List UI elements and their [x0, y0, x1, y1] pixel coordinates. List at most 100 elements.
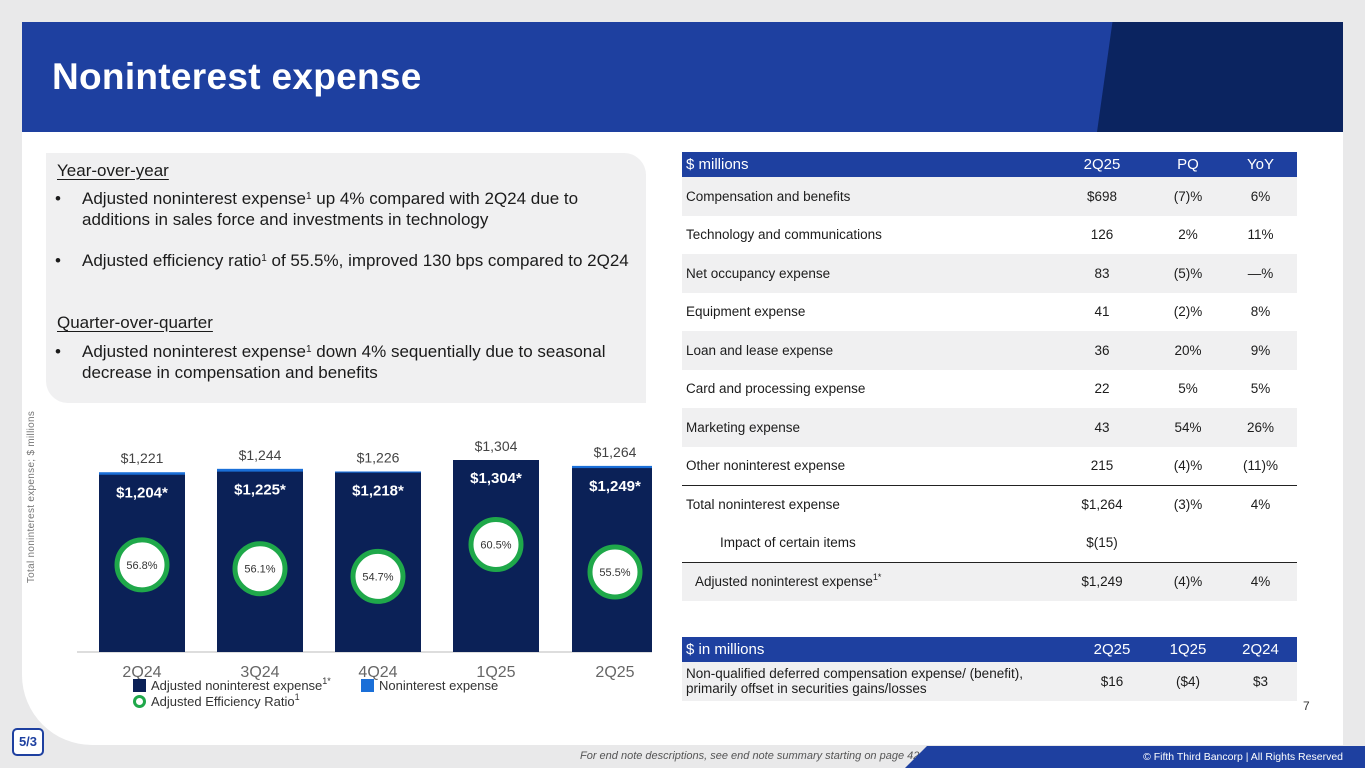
fifth-third-logo: 5/3	[12, 728, 44, 756]
footnote-sup: 1*	[322, 676, 331, 686]
table-header: $ in millions	[682, 637, 1072, 662]
table-cell: (4)%	[1152, 561, 1224, 601]
table-cell: (3)%	[1152, 484, 1224, 524]
table-cell: $(15)	[1086, 535, 1118, 550]
table-cell	[1224, 524, 1297, 563]
table-cell: $1,249	[1052, 561, 1152, 601]
table-header: $ millions	[682, 152, 1052, 177]
table-header: 1Q25	[1152, 637, 1224, 662]
table-cell: 2%	[1178, 227, 1198, 243]
bullet-dot: •	[55, 189, 61, 208]
bullet-text: Adjusted efficiency ratio	[82, 251, 262, 270]
total-value-label: $1,221	[121, 450, 164, 466]
table-cell: Marketing expense	[682, 408, 1052, 447]
table-cell: 26%	[1224, 408, 1297, 447]
table-cell: Impact of certain items	[720, 535, 856, 550]
legend-label: Adjusted Efficiency Ratio	[151, 694, 295, 709]
table-cell: 6%	[1224, 177, 1297, 216]
table-row: Non-qualified deferred compensation expe…	[682, 662, 1297, 701]
bullet-text: Adjusted noninterest expense	[82, 189, 306, 208]
table-header: PQ	[1152, 152, 1224, 177]
efficiency-ratio-label: 56.1%	[244, 564, 275, 576]
table-cell: Non-qualified deferred compensation expe…	[682, 662, 1072, 701]
footnote-sup: 1	[306, 344, 312, 355]
table-header: 2Q25	[1052, 152, 1152, 177]
efficiency-ratio-label: 60.5%	[480, 540, 511, 552]
table-row: Impact of certain items $(15)	[682, 524, 1297, 563]
table-cell: 5%	[1178, 381, 1198, 397]
bullet-dot: •	[55, 342, 61, 361]
footnote-sup: 1	[294, 692, 300, 702]
bullet-text: up 4% compared with 2Q24 due to addition…	[82, 189, 579, 229]
table-cell: Technology and communications	[686, 227, 882, 243]
commentary-box	[46, 153, 646, 403]
yoy-heading: Year-over-year	[57, 161, 169, 180]
expense-table: $ millions 2Q25 PQ YoY Compensation and …	[682, 152, 1297, 601]
legend-ring-icon	[133, 695, 146, 708]
footnote-sup: 1*	[872, 572, 882, 582]
adjusted-value-label: $1,204*	[116, 485, 168, 502]
total-value-label: $1,226	[357, 449, 400, 465]
table-cell: (11)%	[1242, 458, 1278, 473]
y-axis-label: Total noninterest expense; $ millions	[26, 410, 37, 584]
bullet-text: Adjusted noninterest expense	[82, 342, 306, 361]
table-cell: 9%	[1224, 331, 1297, 370]
legend-adjusted: Adjusted noninterest expense1*	[133, 676, 331, 693]
x-tick-label: 4Q24	[358, 664, 397, 681]
bullet-text: down 4% sequentially due to seasonal dec…	[82, 342, 606, 382]
copyright-bar: © Fifth Third Bancorp | All Rights Reser…	[905, 746, 1365, 768]
title-banner: Noninterest expense	[22, 22, 1343, 132]
table-cell: $1,264	[1052, 484, 1152, 524]
table-cell: Compensation and benefits	[682, 177, 1052, 216]
table-header-row: $ in millions 2Q25 1Q25 2Q24	[682, 637, 1297, 662]
table-cell: Net occupancy expense	[682, 254, 1052, 293]
table-cell: Card and processing expense	[686, 381, 866, 397]
table-row: Equipment expense 41 (2)% 8%	[682, 293, 1297, 332]
legend-label: Noninterest expense	[379, 678, 499, 693]
yoy-bullet-2: • Adjusted efficiency ratio1 of 55.5%, i…	[55, 250, 642, 271]
efficiency-ratio-marker	[587, 544, 643, 600]
table-cell: 83	[1052, 254, 1152, 293]
efficiency-ratio-label: 56.8%	[126, 560, 157, 572]
table-row: Loan and lease expense 36 20% 9%	[682, 331, 1297, 370]
table-header: YoY	[1224, 152, 1297, 177]
table-cell: 126	[1090, 227, 1114, 243]
x-tick-label: 3Q24	[240, 664, 279, 681]
table-cell: (2)%	[1173, 304, 1203, 320]
table-cell: ($4)	[1152, 662, 1224, 701]
bullet-dot: •	[55, 251, 61, 270]
bullet-text: of 55.5%, improved 130 bps compared to 2…	[266, 251, 629, 270]
table-cell: Total noninterest expense	[682, 484, 1052, 524]
table-cell: 4%	[1224, 484, 1297, 524]
x-tick-label: 2Q24	[122, 664, 161, 681]
banner-accent	[1097, 22, 1343, 132]
table-cell: Loan and lease expense	[682, 331, 1052, 370]
table-cell: $698	[1052, 177, 1152, 216]
x-tick-label: 1Q25	[476, 664, 515, 681]
table-cell: 215	[1090, 458, 1114, 473]
table-cell: 41	[1094, 304, 1110, 320]
table-cell: 36	[1052, 331, 1152, 370]
table-cell: 4%	[1224, 561, 1297, 601]
table-cell: —%	[1224, 254, 1297, 293]
bar-chart-svg: $1,221 $1,204* 56.8% 2Q24 $1,244 $1,225* 56.1%…	[77, 438, 658, 681]
page-title: Noninterest expense	[52, 56, 422, 97]
table-body: Compensation and benefits $698 (7)% 6% Techn…	[682, 177, 1297, 601]
legend-swatch-adjusted	[133, 679, 146, 692]
total-value-label: $1,264	[594, 444, 637, 460]
table-header: 2Q24	[1224, 637, 1297, 662]
efficiency-ratio-marker	[232, 541, 288, 597]
efficiency-ratio-marker	[114, 537, 170, 593]
table-row: Card and processing expense 22 5% 5%	[682, 370, 1297, 409]
table-cell: 22	[1094, 381, 1110, 397]
efficiency-ratio-marker	[468, 517, 524, 572]
qoq-bullet-1: • Adjusted noninterest expense1 down 4% …	[55, 341, 642, 383]
qoq-heading: Quarter-over-quarter	[57, 313, 213, 332]
adjusted-value-label: $1,249*	[589, 478, 641, 495]
legend-label: Adjusted noninterest expense	[151, 678, 323, 693]
table-cell: (5)%	[1152, 254, 1224, 293]
adjusted-value-label: $1,225*	[234, 482, 286, 499]
table-row: Compensation and benefits $698 (7)% 6%	[682, 177, 1297, 216]
table-cell: (7)%	[1152, 177, 1224, 216]
table-row: Total noninterest expense $1,264 (3)% 4%	[682, 484, 1297, 524]
